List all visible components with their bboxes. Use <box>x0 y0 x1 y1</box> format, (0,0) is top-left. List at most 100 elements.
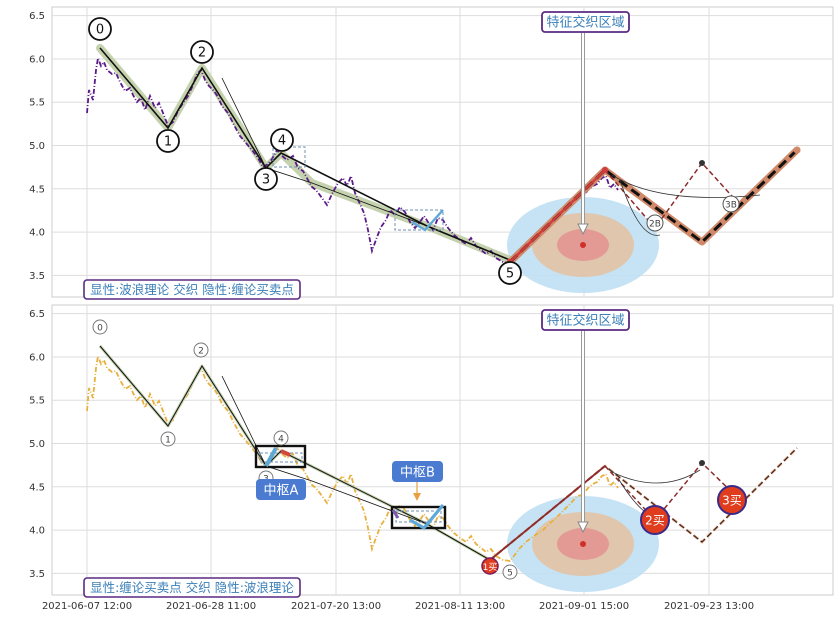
top-peak-dot-red <box>602 167 608 173</box>
buy-point-2-label: 2买 <box>645 514 665 528</box>
top-arc-1 <box>619 179 661 236</box>
buy-point-3: 3买 <box>717 485 747 515</box>
buy-point-1: 1买 <box>481 557 499 575</box>
svg-text:2: 2 <box>198 347 204 357</box>
buy-point-2: 2买 <box>640 505 670 535</box>
top-y-tick-label: 5.5 <box>29 98 45 109</box>
top-projection-red <box>509 169 606 263</box>
marker-2b-label: 2B <box>649 220 661 230</box>
top-feature-zone <box>507 197 659 293</box>
bottom-price-line <box>86 352 619 562</box>
svg-text:2: 2 <box>198 46 206 61</box>
zone-center-dot <box>580 242 586 248</box>
center-b-purple <box>391 509 400 519</box>
top-center-b <box>394 209 444 231</box>
top-peak-dot <box>699 160 705 166</box>
center-b-blue <box>409 503 445 531</box>
top-y-tick-label: 4.5 <box>29 184 45 195</box>
wave-label-3: 3 <box>254 167 278 191</box>
top-caption-text: 显性:波浪理论 交织 隐性:缠论买卖点 <box>90 282 294 297</box>
x-tick-label: 2021-06-28 11:00 <box>166 601 256 612</box>
wave-label-4: 4 <box>270 128 294 152</box>
bottom-y-tick-label: 4.0 <box>29 526 45 537</box>
top-segment-line <box>221 77 511 261</box>
svg-text:3: 3 <box>262 173 270 188</box>
bottom-panel: 3.54.04.55.05.56.06.5 2021-06-07 12:00 20… <box>29 304 834 612</box>
svg-text:1: 1 <box>165 436 171 446</box>
center-a-pill: 中枢A <box>256 479 306 500</box>
marker-2b: 2B <box>646 214 664 232</box>
bwave-label-5: 5 <box>502 564 518 580</box>
bottom-caption-text: 显性:缠论买卖点 交织 隐性:波浪理论 <box>90 580 294 595</box>
buy-point-3-label: 3买 <box>722 494 742 508</box>
svg-text:5: 5 <box>506 267 514 282</box>
bottom-segment-line <box>221 375 491 561</box>
bottom-y-tick-label: 6.0 <box>29 352 45 363</box>
buy-point-1-label: 1买 <box>483 562 498 573</box>
top-end-dot <box>793 146 801 154</box>
center-b-pill: 中枢B <box>392 461 443 501</box>
bottom-y-tick-label: 3.5 <box>29 569 45 580</box>
center-b-box <box>390 505 447 530</box>
top-y-ticks: 3.5 4.0 4.5 5.0 5.5 6.0 6.5 <box>29 11 45 282</box>
bottom-feature-label-box <box>541 309 630 331</box>
x-tick-label: 2021-08-11 13:00 <box>415 601 505 612</box>
top-caption: 显性:波浪理论 交织 隐性:缠论买卖点 <box>83 279 301 300</box>
center-a-box <box>254 444 307 469</box>
bottom-peak-dot <box>699 460 705 466</box>
top-y-tick-label: 4.0 <box>29 228 45 239</box>
wave-label-1: 1 <box>156 129 180 153</box>
top-feature-label: 特征交织区域 <box>546 15 624 31</box>
bwave-label-2: 2 <box>193 342 209 358</box>
top-y-tick-label: 5.0 <box>29 141 45 152</box>
bottom-feature-callout: 特征交织区域 <box>541 309 630 534</box>
bottom-feature-label: 特征交织区域 <box>546 313 624 329</box>
bottom-x-ticks: 2021-06-07 12:00 2021-06-28 11:00 2021-07-… <box>42 601 754 612</box>
svg-text:0: 0 <box>96 23 104 38</box>
marker-3b-label: 3B <box>725 201 737 211</box>
svg-text:4: 4 <box>278 435 284 445</box>
x-tick-label: 2021-09-01 15:00 <box>539 601 629 612</box>
bottom-feature-zone <box>507 496 659 592</box>
bottom-projection-red <box>489 465 606 561</box>
center-b-label: 中枢B <box>400 466 435 481</box>
wave-label-0: 0 <box>88 17 112 41</box>
bottom-y-ticks: 3.5 4.0 4.5 5.0 5.5 6.0 6.5 <box>29 309 45 580</box>
top-y-tick-label: 6.5 <box>29 11 45 22</box>
top-y-tick-label: 6.0 <box>29 54 45 65</box>
top-arc-2 <box>611 174 761 198</box>
x-tick-label: 2021-07-20 13:00 <box>291 601 381 612</box>
top-wave-labels: 0 1 2 3 4 5 <box>88 17 522 285</box>
x-tick-label: 2021-06-07 12:00 <box>42 601 132 612</box>
bottom-y-tick-label: 5.0 <box>29 439 45 450</box>
bwave-label-1: 1 <box>160 431 176 447</box>
bottom-arc-2 <box>611 469 701 484</box>
svg-text:5: 5 <box>507 569 513 579</box>
svg-text:0: 0 <box>97 324 103 334</box>
bwave-label-4: 4 <box>273 430 289 446</box>
top-blue-segment <box>411 209 444 232</box>
bottom-y-tick-label: 6.5 <box>29 309 45 320</box>
bottom-plot-frame <box>51 304 834 596</box>
top-feature-label-box <box>541 11 630 33</box>
bottom-y-tick-label: 5.5 <box>29 396 45 407</box>
top-price-line <box>86 54 619 264</box>
svg-text:4: 4 <box>278 134 286 149</box>
bwave-label-0: 0 <box>92 319 108 335</box>
marker-3b: 3B <box>722 195 740 213</box>
bottom-caption: 显性:缠论买卖点 交织 隐性:波浪理论 <box>83 577 301 598</box>
bottom-alt-path <box>604 461 741 522</box>
x-tick-label: 2021-09-23 13:00 <box>664 601 754 612</box>
svg-text:1: 1 <box>164 135 172 150</box>
center-a-blue <box>264 447 278 467</box>
wave-label-5: 5 <box>498 261 522 285</box>
top-panel: 3.5 4.0 4.5 5.0 5.5 6.0 6.5 <box>29 6 834 300</box>
top-y-tick-label: 3.5 <box>29 271 45 282</box>
top-plot-frame <box>51 6 834 298</box>
center-a-label: 中枢A <box>264 484 299 499</box>
wave-label-2: 2 <box>190 40 214 64</box>
bottom-y-tick-label: 4.5 <box>29 482 45 493</box>
center-a-red <box>280 449 291 457</box>
top-feature-callout: 特征交织区域 <box>541 11 630 236</box>
